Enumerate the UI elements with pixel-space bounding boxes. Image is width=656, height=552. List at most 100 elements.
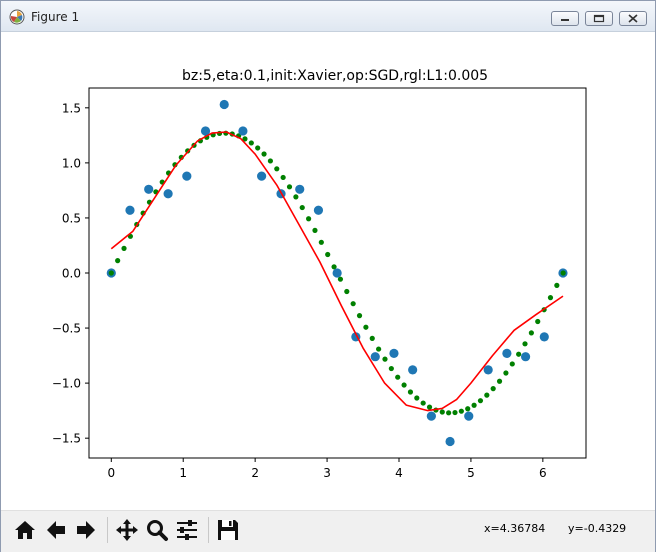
x-tick-label: 0 [107,466,115,480]
y-tick-label: 1.0 [62,156,81,170]
target-point [554,282,560,288]
sample-point [182,171,192,181]
sample-point [238,126,248,136]
x-tick-label: 2 [251,466,259,480]
target-point [395,374,401,380]
target-point [261,151,267,157]
sample-point [370,352,380,362]
title-bar[interactable]: Figure 1 [1,1,655,32]
target-point [255,145,261,151]
target-point [274,166,280,172]
sample-point [313,205,324,215]
chart-title: bz:5,eta:0.1,init:Xavier,op:SGD,rgl:L1:0… [182,68,488,84]
target-point [286,184,293,190]
x-tick-label: 5 [467,466,475,480]
sample-point [332,268,342,278]
sample-point [257,171,267,181]
navigation-toolbar: x=4.36784 y=-0.4329 [1,510,655,552]
target-point [522,341,528,347]
target-point [312,227,318,233]
target-point [426,404,433,410]
zoom-button[interactable] [143,516,171,544]
target-point [306,216,312,222]
target-point [420,400,426,406]
target-point [388,365,394,372]
target-point [439,409,445,415]
sample-point [408,365,418,375]
target-point [509,361,515,367]
target-point [318,239,324,245]
target-point [337,276,344,282]
matplotlib-logo-icon [9,9,25,25]
target-point [535,318,541,325]
configure-subplots-button[interactable] [173,516,201,544]
target-point [465,406,471,412]
y-tick-label: −0.5 [52,322,81,336]
target-point [560,270,566,276]
target-point [299,204,305,211]
target-point [108,270,114,276]
target-point [325,251,331,258]
sample-point [502,348,512,358]
target-point [248,140,254,146]
target-point [547,295,554,301]
target-point [458,408,464,414]
pan-button[interactable] [113,516,141,544]
sample-point [219,99,229,110]
target-point [528,330,534,336]
target-point [496,378,503,384]
sample-point [483,365,493,375]
close-button[interactable] [619,11,647,26]
x-tick-label: 6 [539,466,547,480]
back-arrow-icon [47,521,65,539]
target-point [471,402,477,408]
sample-point [144,184,154,194]
y-tick-label: 0.0 [62,267,81,281]
sample-point [389,348,399,358]
target-point [369,335,375,341]
target-point [414,395,420,401]
figure-canvas[interactable]: bz:5,eta:0.1,init:Xavier,op:SGD,rgl:L1:0… [1,32,655,510]
window-title: Figure 1 [31,10,80,24]
forward-arrow-icon [77,521,95,539]
minimize-button[interactable] [551,11,579,26]
sample-point [295,184,305,194]
sample-point [520,352,531,362]
save-button[interactable] [214,516,242,544]
back-button[interactable] [42,516,70,544]
y-tick-label: 1.5 [62,101,81,115]
target-point [382,356,388,362]
zoom-icon [147,520,168,541]
close-icon [628,14,638,23]
sample-point [426,411,436,421]
target-point [376,346,382,352]
y-tick-label: −1.5 [52,432,81,446]
sample-point [163,189,173,199]
x-axis: 0 1 2 3 4 5 6 [107,458,547,480]
target-point [344,288,350,295]
target-point [363,324,369,330]
target-point [484,392,490,398]
x-tick-label: 3 [323,466,331,480]
target-point [401,382,407,388]
target-point [350,301,356,307]
save-icon [218,520,238,540]
target-point [516,351,522,357]
pan-icon [116,519,138,541]
configure-subplots-icon [177,520,197,540]
sample-point [464,411,474,421]
target-point [490,386,496,392]
target-point [280,174,286,181]
target-point [267,158,274,164]
x-tick-label: 4 [395,466,403,480]
x-tick-label: 1 [179,466,187,480]
target-point [293,194,299,200]
forward-button[interactable] [72,516,100,544]
home-icon [15,521,35,539]
cursor-x-readout: x=4.36784 [484,522,546,535]
home-button[interactable] [11,516,39,544]
maximize-button[interactable] [585,11,613,26]
chart[interactable]: bz:5,eta:0.1,init:Xavier,op:SGD,rgl:L1:0… [1,32,655,510]
target-point [242,136,248,142]
